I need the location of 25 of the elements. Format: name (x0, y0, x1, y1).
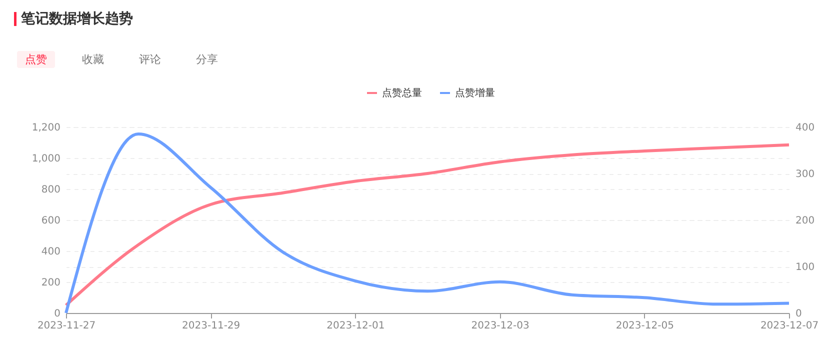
x-tick-label: 2023-11-27 (37, 320, 96, 332)
y-tick-label: 600 (41, 216, 60, 226)
legend-label: 点赞增量 (455, 87, 495, 99)
y2-tick-label: 300 (796, 169, 815, 180)
x-tick-label: 2023-12-03 (471, 320, 530, 332)
x-tick-label: 2023-12-05 (616, 320, 674, 332)
y2-tick-label: 0 (796, 308, 802, 320)
y2-tick-label: 400 (796, 122, 815, 134)
y-tick-label: 0 (54, 308, 60, 320)
y-tick-label: 400 (41, 246, 60, 258)
y-tick-label: 1,200 (32, 122, 60, 134)
y2-tick-label: 100 (796, 262, 815, 273)
y-tick-label: 800 (41, 184, 60, 196)
text: 分享 (196, 53, 218, 66)
text: 点赞 (25, 53, 47, 66)
legend-label: 点赞总量 (382, 87, 422, 99)
chart-title: 笔记数据增长趋势 (20, 11, 133, 27)
y-tick-label: 1,000 (32, 154, 60, 164)
x-tick-label: 2023-12-07 (760, 320, 819, 332)
y-tick-label: 200 (41, 278, 60, 288)
x-tick-label: 2023-11-29 (182, 320, 240, 332)
y2-tick-label: 200 (796, 216, 815, 226)
text: 评论 (139, 53, 161, 66)
x-tick-label: 2023-12-01 (326, 320, 385, 332)
text: 收藏 (82, 53, 104, 66)
